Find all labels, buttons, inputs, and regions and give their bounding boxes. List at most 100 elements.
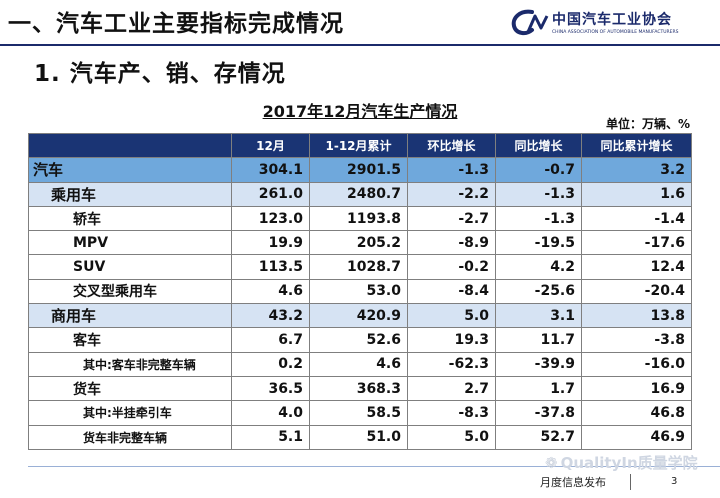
footer-area: ❁ QualityIn质量学院 月度信息发布 3 [0,452,720,498]
table-row: 轿车 123.0 1193.8 -2.7 -1.3 -1.4 [28,205,692,232]
table-cell: 6.7 [231,327,310,353]
table-cell: 46.8 [581,400,692,426]
row-label: 其中:客车非完整车辆 [28,351,232,377]
table-row: 乘用车 261.0 2480.7 -2.2 -1.3 1.6 [28,181,692,207]
table-cell: 12.4 [581,254,692,280]
table-cell: 43.2 [231,303,310,329]
table-cell: 4.0 [231,400,310,426]
caam-logo: 中国汽车工业协会 CHINA ASSOCIATION OF AUTOMOBILE… [510,8,715,42]
table-cell: 2.7 [407,375,496,402]
table-cell: 2901.5 [309,157,408,183]
table-row: MPV 19.9 205.2 -8.9 -19.5 -17.6 [28,230,692,256]
column-header: 同比增长 [495,132,582,159]
table-cell: -62.3 [407,351,496,377]
table-cell: 58.5 [309,400,408,426]
table-cell: 420.9 [309,303,408,329]
page-number: 3 [671,476,678,487]
row-label: 交叉型乘用车 [28,278,232,305]
table-cell: 123.0 [231,205,310,232]
table-row: 商用车 43.2 420.9 5.0 3.1 13.8 [28,303,692,329]
column-header: 环比增长 [407,132,496,159]
table-cell: -0.7 [495,157,582,183]
table-cell: 113.5 [231,254,310,280]
table-cell: -8.3 [407,400,496,426]
table-cell: 19.9 [231,230,310,256]
table-row: 其中:半挂牵引车 4.0 58.5 -8.3 -37.8 46.8 [28,400,692,426]
table-cell: 4.6 [309,351,408,377]
row-label: 货车 [28,375,232,402]
footer-text: 月度信息发布 [540,476,606,489]
table-cell: 53.0 [309,278,408,305]
table-cell: 3.1 [495,303,582,329]
table-header-row: 12月 1-12月累计 环比增长 同比增长 同比累计增长 [28,132,692,159]
table-title: 2017年12月汽车生产情况 [0,98,720,122]
caam-logo-icon [511,9,549,36]
table-cell: -17.6 [581,230,692,256]
table-cell: 1193.8 [309,205,408,232]
table-cell: 1028.7 [309,254,408,280]
table-cell: 3.2 [581,157,692,183]
section-title: 1. 汽车产、销、存情况 [34,61,286,87]
table-cell: -39.9 [495,351,582,377]
table-cell: 2480.7 [309,181,408,207]
table-cell: 19.3 [407,327,496,353]
table-cell: -1.3 [495,205,582,232]
table-cell: 5.0 [407,424,496,450]
unit-label: 单位：万辆、% [605,117,690,131]
column-header: 1-12月累计 [309,132,408,159]
table-cell: -25.6 [495,278,582,305]
table-cell: 4.2 [495,254,582,280]
table-cell: 11.7 [495,327,582,353]
row-label: 乘用车 [28,181,232,207]
table-cell: -0.2 [407,254,496,280]
table-cell: -16.0 [581,351,692,377]
footer-divider [28,466,720,467]
table-cell: -19.5 [495,230,582,256]
row-label: 轿车 [28,205,232,232]
table-cell: 1.6 [581,181,692,207]
watermark: ❁ QualityIn质量学院 [545,452,698,473]
header-divider [0,44,720,46]
column-header: 12月 [231,132,310,159]
table-cell: -8.9 [407,230,496,256]
table-cell: 205.2 [309,230,408,256]
table-cell: 36.5 [231,375,310,402]
table-cell: -20.4 [581,278,692,305]
row-label: 客车 [28,327,232,353]
logo-name: 中国汽车工业协会 [552,12,672,28]
table-cell: -1.3 [407,157,496,183]
table-cell: -1.4 [581,205,692,232]
table-cell: 5.1 [231,424,310,450]
table-row: 货车 36.5 368.3 2.7 1.7 16.9 [28,375,692,402]
table-row: SUV 113.5 1028.7 -0.2 4.2 12.4 [28,254,692,280]
table-cell: 46.9 [581,424,692,450]
page-header-title: 一、汽车工业主要指标完成情况 [8,11,344,37]
row-label: 其中:半挂牵引车 [28,400,232,426]
watermark-text: QualityIn质量学院 [560,454,698,472]
logo-subtitle: CHINA ASSOCIATION OF AUTOMOBILE MANUFACT… [552,30,679,35]
table-cell: 13.8 [581,303,692,329]
table-cell: 52.6 [309,327,408,353]
row-label: 商用车 [28,303,232,329]
table-row: 汽车 304.1 2901.5 -1.3 -0.7 3.2 [28,157,692,183]
table-cell: 1.7 [495,375,582,402]
table-cell: 261.0 [231,181,310,207]
column-header [28,132,232,159]
table-cell: 52.7 [495,424,582,450]
table-cell: 5.0 [407,303,496,329]
table-cell: 16.9 [581,375,692,402]
table-cell: -8.4 [407,278,496,305]
table-row: 其中:客车非完整车辆 0.2 4.6 -62.3 -39.9 -16.0 [28,351,692,377]
row-label: 货车非完整车辆 [28,424,232,450]
row-label: 汽车 [28,157,232,183]
table-cell: 368.3 [309,375,408,402]
wechat-icon: ❁ [545,454,558,472]
table-row: 客车 6.7 52.6 19.3 11.7 -3.8 [28,327,692,353]
production-table: 12月 1-12月累计 环比增长 同比增长 同比累计增长 汽车 304.1 2901… [28,132,692,450]
table-cell: -2.2 [407,181,496,207]
table-cell: -1.3 [495,181,582,207]
table-title-text: 2017年12月汽车生产情况 [262,102,458,121]
row-label: SUV [28,254,232,280]
table-cell: 51.0 [309,424,408,450]
row-label: MPV [28,230,232,256]
